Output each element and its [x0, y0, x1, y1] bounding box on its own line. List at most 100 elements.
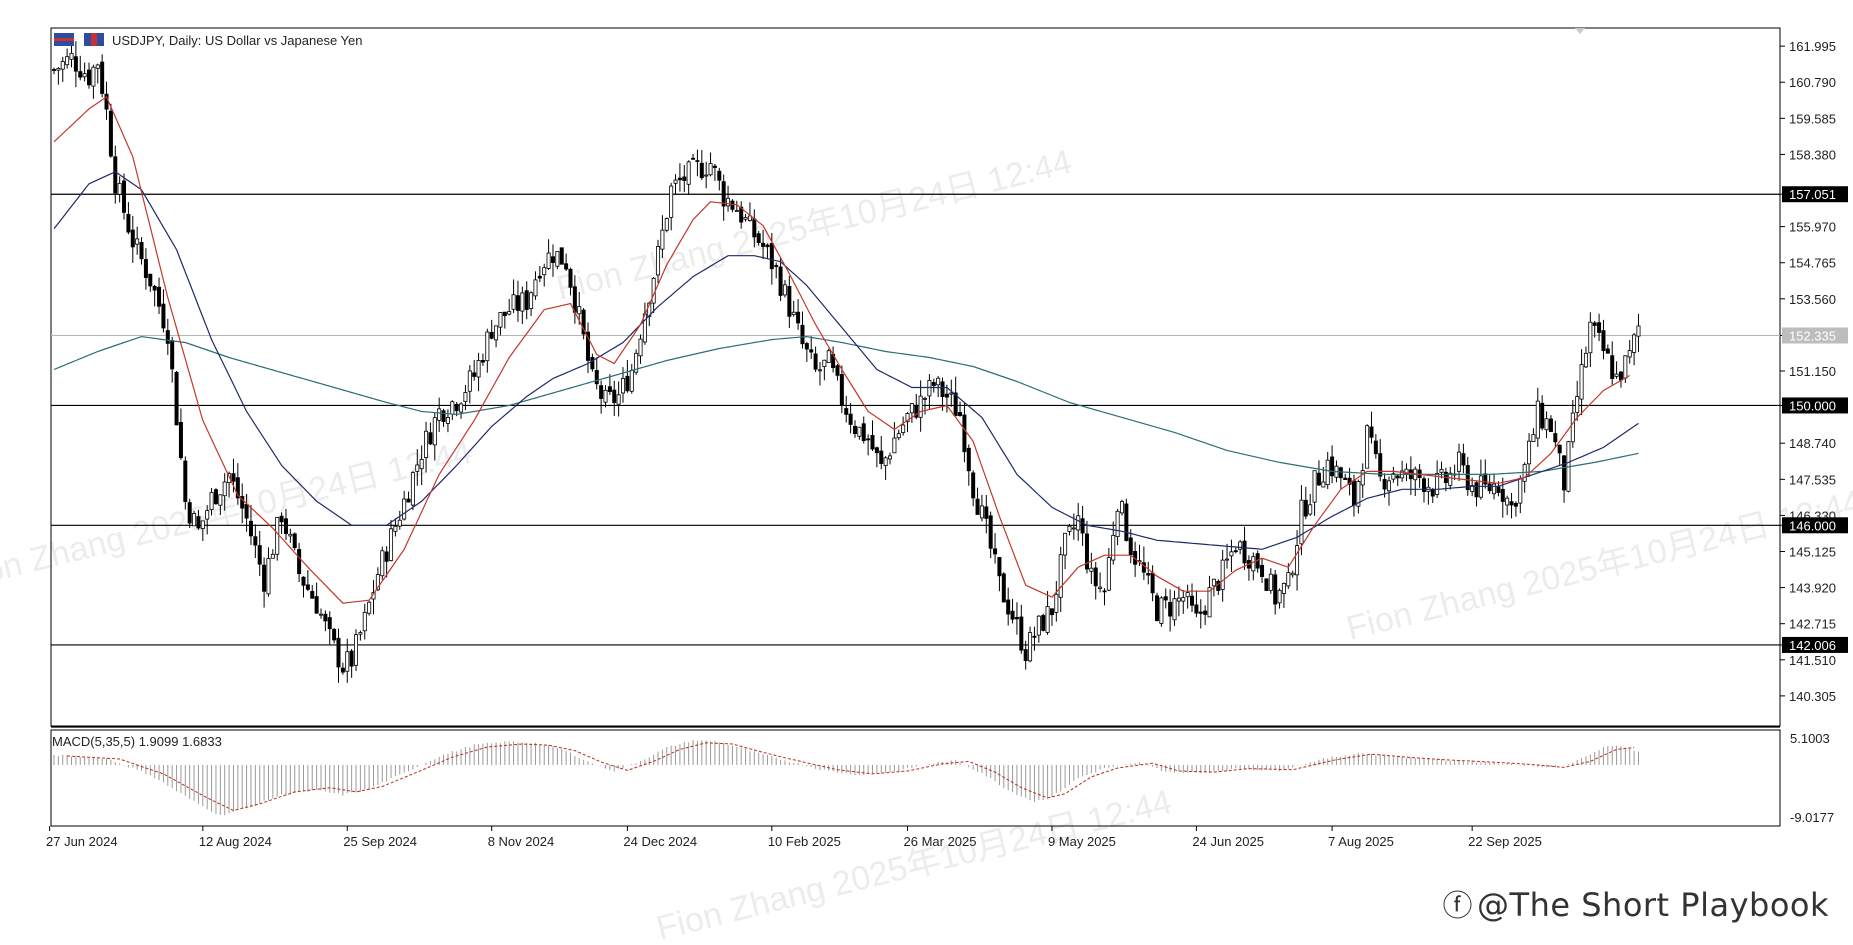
candle: [384, 546, 389, 578]
candle: [1303, 486, 1308, 520]
candle: [857, 426, 862, 440]
candle: [835, 364, 840, 381]
candle: [1597, 313, 1602, 342]
level-label-text: 146.000: [1789, 518, 1836, 533]
candle: [266, 547, 271, 597]
candle: [1036, 615, 1041, 643]
level-labels: 157.051 152.335 150.000 146.000 142.006: [1782, 186, 1848, 653]
candle: [1155, 592, 1160, 622]
candle: [726, 185, 731, 212]
author-handle-text: @The Short Playbook: [1477, 886, 1829, 924]
candle: [529, 291, 534, 316]
scroll-marker-icon[interactable]: [1575, 28, 1585, 34]
watermark-text: Fion Zhang 2025年10月24日 12:44: [1343, 483, 1853, 648]
candle: [1172, 590, 1177, 626]
candle: [804, 341, 809, 362]
candle: [1093, 561, 1098, 600]
candle: [222, 473, 227, 511]
candle: [1246, 555, 1251, 581]
candle: [844, 395, 849, 423]
candle: [607, 374, 612, 396]
x-tick-label: 24 Jun 2025: [1192, 834, 1264, 849]
candle: [1601, 319, 1606, 360]
candle: [1225, 543, 1230, 569]
candle: [1098, 572, 1103, 593]
candle: [585, 322, 590, 374]
candle: [283, 508, 288, 541]
candle: [1054, 580, 1059, 622]
candle: [318, 608, 323, 619]
candle: [1115, 508, 1120, 546]
candle: [1509, 492, 1514, 519]
candle: [949, 379, 954, 407]
level-label-box: [1782, 517, 1848, 534]
y-tick-label: 159.585: [1789, 111, 1836, 126]
candle: [848, 402, 853, 434]
candle: [1330, 445, 1335, 484]
level-label-box: [1782, 636, 1848, 653]
candle: [712, 163, 717, 181]
candle: [397, 510, 402, 530]
candle: [424, 421, 429, 473]
candle: [1588, 312, 1593, 368]
candle: [174, 371, 179, 426]
candle: [178, 408, 183, 461]
author-handle: ⓕ @The Short Playbook: [1443, 881, 1829, 925]
candle: [1190, 583, 1195, 613]
candle: [1159, 596, 1164, 627]
candle: [1544, 411, 1549, 439]
candle: [612, 380, 617, 417]
candle: [1540, 395, 1545, 431]
candle: [616, 381, 621, 417]
candle: [60, 56, 65, 83]
candle: [1010, 598, 1015, 624]
candle: [419, 445, 424, 486]
candle: [813, 346, 818, 373]
candle: [1527, 433, 1532, 477]
candle: [187, 498, 192, 528]
candle: [122, 173, 127, 220]
candle: [1369, 411, 1374, 444]
candle: [1089, 552, 1094, 584]
candle: [257, 531, 262, 577]
candle: [782, 280, 787, 298]
candle: [634, 349, 639, 375]
candle: [301, 576, 306, 598]
level-label-box: [1782, 397, 1848, 414]
candle: [1435, 460, 1440, 498]
candle: [958, 401, 963, 417]
candle: [559, 247, 564, 265]
candle: [1146, 561, 1151, 585]
candle: [310, 585, 315, 599]
candle: [1076, 503, 1081, 541]
watermark-text: Fion Zhang 2025年10月24日 12:44: [653, 783, 1176, 945]
candle: [1439, 461, 1444, 479]
candle: [629, 364, 634, 394]
candle: [866, 434, 871, 456]
candle: [480, 353, 485, 366]
y-tick-label: 142.715: [1789, 617, 1836, 632]
candle: [270, 549, 275, 559]
candle: [669, 182, 674, 231]
level-label: 142.006: [1782, 636, 1848, 653]
candle: [599, 380, 604, 414]
candle: [1168, 589, 1173, 632]
candle: [1290, 570, 1295, 578]
x-tick-label: 7 Aug 2025: [1328, 834, 1394, 849]
candle: [1430, 487, 1435, 503]
x-tick-label: 10 Feb 2025: [768, 834, 841, 849]
candle: [809, 336, 814, 360]
candle: [327, 611, 332, 645]
candle: [826, 348, 831, 364]
candle: [113, 145, 118, 204]
candle: [1513, 501, 1518, 517]
candle: [979, 494, 984, 522]
level-label: 146.000: [1782, 517, 1848, 534]
candle: [852, 420, 857, 438]
y-tick-label: 143.920: [1789, 581, 1836, 596]
candle: [1119, 499, 1124, 516]
candle: [275, 516, 280, 561]
candle: [1343, 473, 1348, 481]
candle: [441, 408, 446, 427]
